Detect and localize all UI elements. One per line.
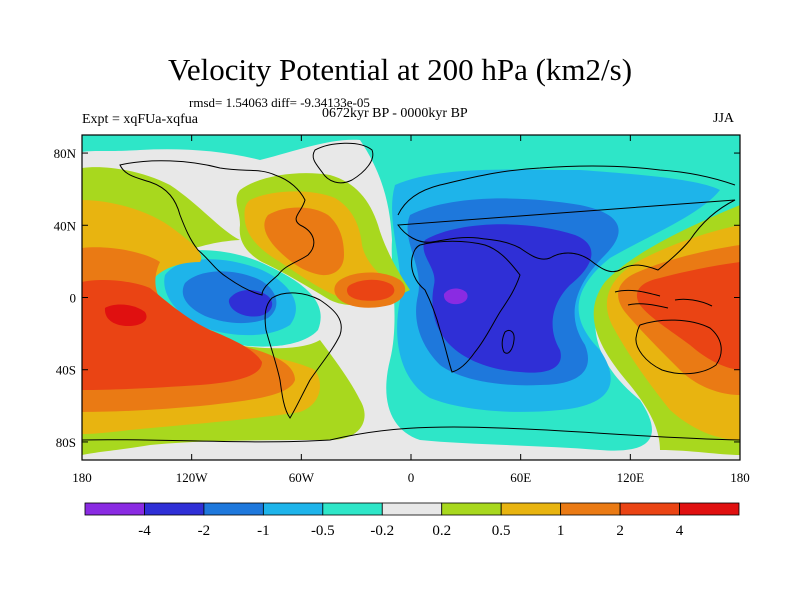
contour-pos-2-east: [636, 262, 740, 370]
plot-title: Velocity Potential at 200 hPa (km2/s): [167, 52, 633, 87]
contour-pos-2-atlantic: [346, 279, 395, 301]
y-tick-label: 40N: [54, 218, 77, 233]
colorbar-label: 2: [616, 523, 624, 539]
coastlines: [82, 142, 740, 443]
contour-field: [82, 135, 740, 460]
contour-neg-2-pacific: [228, 290, 273, 317]
colorbar-label: -0.2: [370, 523, 394, 539]
colorbar-swatch: [619, 502, 680, 516]
x-tick-label: 180: [72, 470, 92, 485]
coast-antarctica: [82, 426, 740, 443]
y-tick-label: 40S: [56, 363, 76, 378]
colorbar-label: -2: [198, 523, 211, 539]
coast-africa: [411, 240, 521, 373]
colorbar-swatch: [262, 502, 324, 516]
x-tick-label: 120W: [176, 470, 209, 485]
colorbar-swatch: [322, 502, 383, 516]
colorbar-label: 0.5: [492, 523, 511, 539]
coast-madagascar: [501, 329, 515, 354]
colorbar-swatch: [144, 502, 205, 516]
axis-ticks: 180 120W 60W 0 60E 120E 180 80N 40N 0 40S 80S: [54, 135, 750, 485]
contour-neg-0.2-top: [82, 135, 740, 188]
coast-south-america: [264, 292, 342, 419]
x-tick-label: 0: [408, 470, 415, 485]
season-label: JJA: [713, 111, 735, 126]
contour-pos-1-na: [264, 207, 344, 276]
coast-north-america: [119, 160, 315, 296]
colorbar-label: 1: [557, 523, 565, 539]
period-label: 0672kyr BP - 0000kyr BP: [322, 106, 468, 121]
colorbar: -4 -2 -1 -0.5 -0.2 0.2 0.5 1 2 4: [84, 502, 740, 539]
colorbar-label: -0.5: [311, 523, 335, 539]
colorbar-swatch: [84, 502, 145, 516]
y-tick-label: 80N: [54, 146, 77, 161]
x-tick-label: 120E: [617, 470, 645, 485]
contour-neg-2: [423, 224, 592, 373]
colorbar-label: -4: [138, 523, 151, 539]
colorbar-swatch: [560, 502, 621, 516]
coast-indonesia: [614, 289, 713, 309]
experiment-label: Expt = xqFUa-xqfua: [82, 112, 198, 127]
colorbar-label: 4: [676, 523, 684, 539]
x-tick-label: 60E: [510, 470, 531, 485]
colorbar-swatch: [679, 502, 740, 516]
contour-pos-4-west: [104, 304, 147, 326]
x-tick-label: 60W: [289, 470, 315, 485]
x-tick-label: 180: [730, 470, 750, 485]
y-tick-label: 0: [70, 291, 77, 306]
colorbar-label: -1: [257, 523, 270, 539]
coast-australia: [635, 319, 722, 375]
colorbar-swatch: [203, 502, 264, 516]
colorbar-swatch: [441, 502, 502, 516]
coast-greenland: [312, 142, 374, 184]
coast-eurasia: [397, 165, 736, 273]
colorbar-label: 0.2: [432, 523, 451, 539]
colorbar-swatch: [381, 502, 443, 516]
y-tick-label: 80S: [56, 435, 76, 450]
contour-neg-4: [443, 288, 468, 305]
rmsd-diff-stats: rmsd= 1.54063 diff= -9.34133e-05: [189, 95, 370, 110]
colorbar-swatch: [500, 502, 562, 516]
